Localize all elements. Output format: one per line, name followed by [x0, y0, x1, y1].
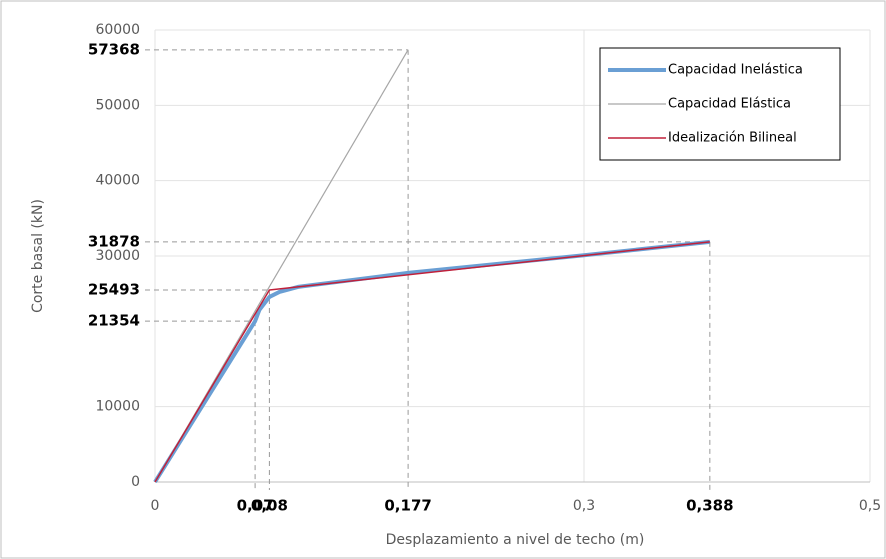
reference-x-label: 0,08	[251, 497, 288, 515]
x-tick-label: 0,5	[859, 498, 881, 514]
y-tick-label: 0	[131, 474, 140, 490]
x-tick-label: 0,3	[573, 498, 595, 514]
series-line	[154, 241, 710, 483]
series-line	[153, 239, 711, 484]
reference-y-label: 21354	[88, 312, 140, 330]
reference-y-label: 57368	[88, 40, 140, 58]
x-tick-label: 0	[151, 498, 160, 514]
reference-x-label: 0,07	[237, 497, 274, 515]
legend-label: Capacidad Inelástica	[668, 63, 803, 78]
x-axis-label: Desplazamiento a nivel de techo (m)	[386, 532, 645, 548]
y-tick-label: 10000	[95, 399, 140, 415]
y-tick-label: 60000	[95, 22, 140, 38]
legend-label: Capacidad Elástica	[668, 97, 791, 112]
y-tick-label: 50000	[95, 97, 140, 113]
reference-y-label: 31878	[88, 232, 140, 250]
y-tick-label: 40000	[95, 173, 140, 189]
y-tick-label: 30000	[95, 248, 140, 264]
reference-x-label: 0,388	[686, 497, 733, 515]
reference-x-label: 0,177	[384, 497, 431, 515]
legend-label: Idealización Bilineal	[668, 131, 797, 146]
reference-y-label: 25493	[88, 280, 140, 298]
y-axis-label: Corte basal (kN)	[30, 199, 46, 313]
